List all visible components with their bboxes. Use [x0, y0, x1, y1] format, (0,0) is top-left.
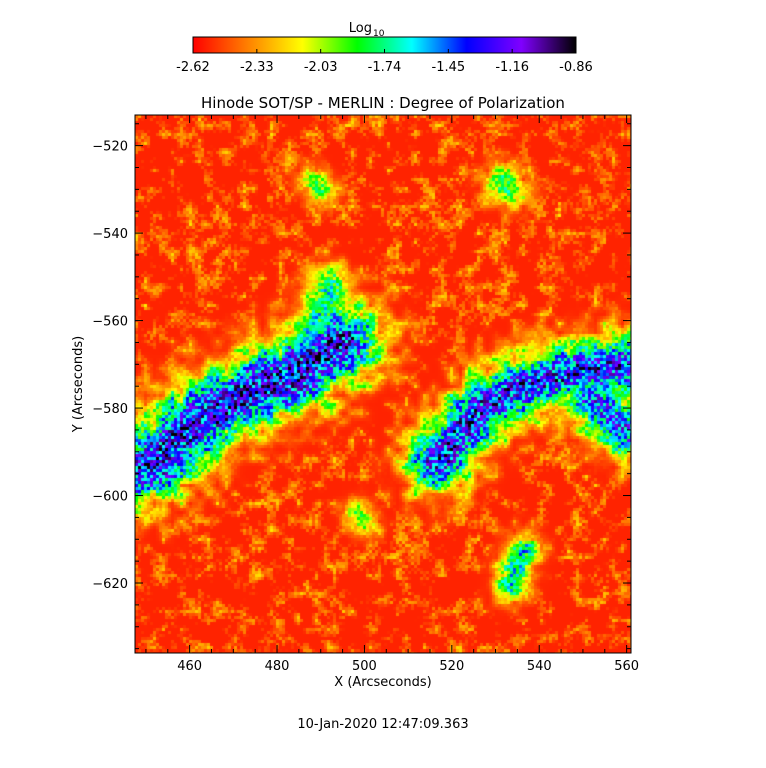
- x-tick-label: 480: [265, 659, 290, 674]
- y-axis: −520 −540 −560 −580 −600 −620: [92, 123, 631, 650]
- x-tick-label: 520: [439, 659, 464, 674]
- x-tick-label: 540: [527, 659, 552, 674]
- y-tick-label: −520: [92, 140, 128, 155]
- chart-title: Hinode SOT/SP - MERLIN : Degree of Polar…: [201, 94, 565, 112]
- colorbar-tick-label: -1.16: [495, 60, 529, 75]
- colorbar-tick-label: -1.45: [432, 60, 466, 75]
- colorbar-tick-label: -2.03: [304, 60, 338, 75]
- y-axis-label: Y (Arcseconds): [71, 336, 86, 433]
- y-tick-label: −620: [92, 577, 128, 592]
- x-tick-label: 560: [614, 659, 639, 674]
- timestamp: 10-Jan-2020 12:47:09.363: [297, 717, 468, 732]
- colorbar: Log 10 -2.62 -2.33 -2.03 -1.74 -1.45 -1.16 -0.…: [176, 21, 593, 75]
- colorbar-ticks: -2.62 -2.33 -2.03 -1.74 -1.45 -1.16 -0.86: [176, 49, 593, 75]
- colorbar-tick-label: -2.62: [176, 60, 210, 75]
- x-tick-label: 460: [177, 659, 202, 674]
- heatmap-image: [135, 115, 631, 653]
- x-axis: 460 480 500 520 540 560: [145, 115, 639, 674]
- y-tick-label: −600: [92, 490, 128, 505]
- heatmap-image-container: [135, 115, 631, 653]
- y-tick-label: −560: [92, 315, 128, 330]
- colorbar-tick-label: -2.33: [240, 60, 274, 75]
- plot-frame: [134, 114, 632, 654]
- plot-area: [135, 115, 631, 653]
- colorbar-label: Log: [349, 21, 372, 36]
- x-tick-label: 500: [352, 659, 377, 674]
- colorbar-label-subscript: 10: [373, 29, 385, 39]
- x-axis-label: X (Arcseconds): [334, 675, 431, 690]
- colorbar-tick-label: -1.74: [368, 60, 402, 75]
- colorbar-tick-label: -0.86: [559, 60, 593, 75]
- y-tick-label: −580: [92, 402, 128, 417]
- y-tick-label: −540: [92, 227, 128, 242]
